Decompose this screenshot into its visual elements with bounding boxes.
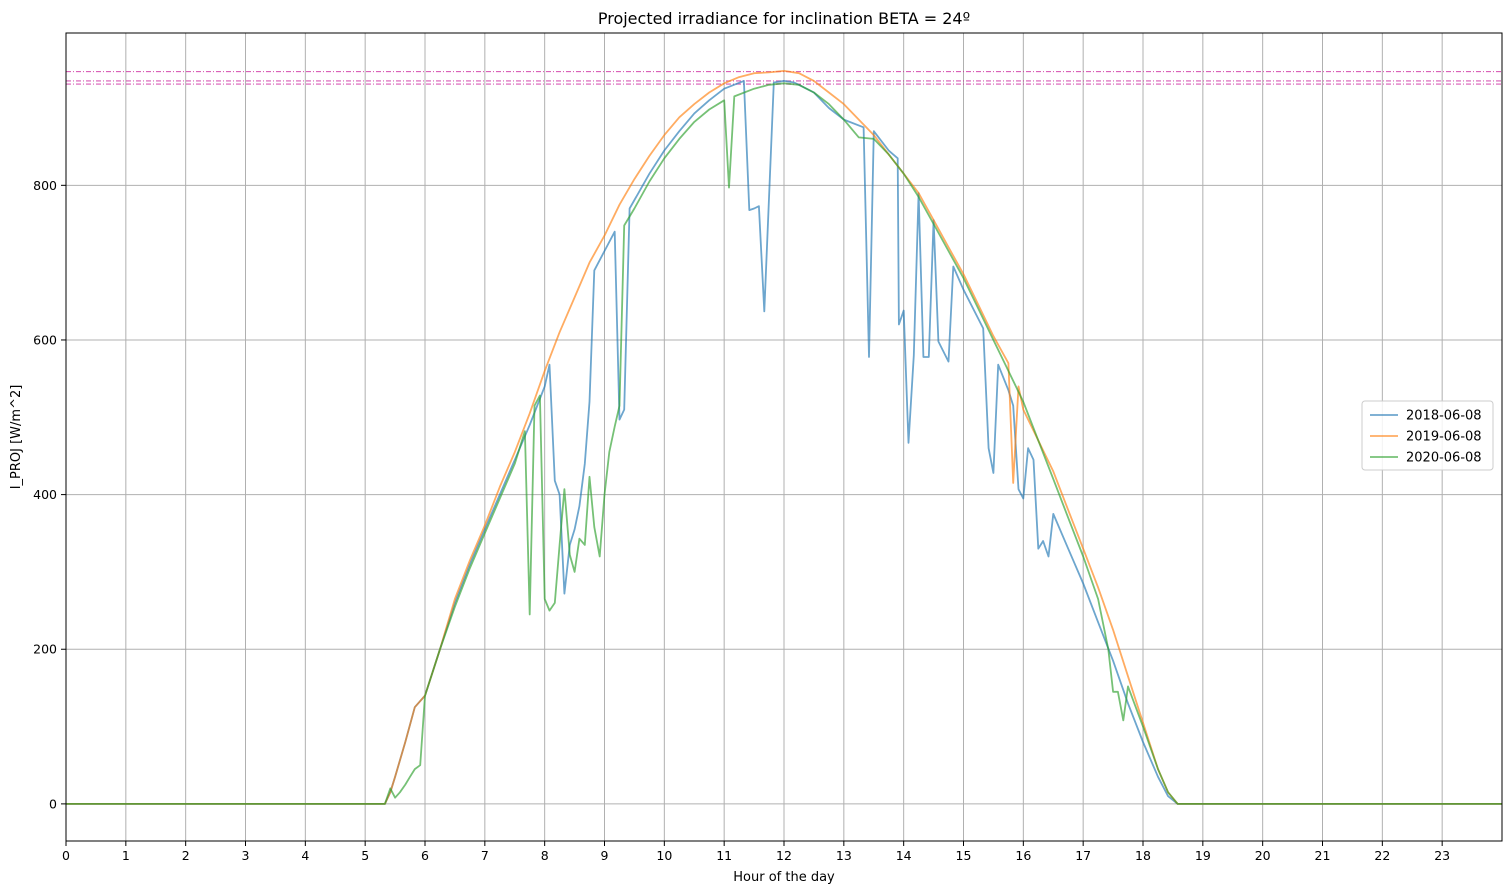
x-tick-label: 2 [182, 848, 190, 863]
x-tick-label: 19 [1195, 848, 1211, 863]
legend: 2018-06-08 2019-06-08 2020-06-08 [1361, 400, 1494, 471]
x-tick-label: 15 [956, 848, 972, 863]
legend-label: 2020-06-08 [1406, 451, 1482, 466]
x-tick-label: 11 [716, 848, 732, 863]
x-tick-label: 18 [1135, 848, 1151, 863]
series-line-2020-06-08 [66, 82, 1502, 805]
chart-title: Projected irradiance for inclination BET… [598, 9, 970, 28]
x-tick-label: 0 [62, 848, 70, 863]
x-tick-label: 9 [601, 848, 609, 863]
grid-lines [65, 33, 1502, 841]
y-axis-ticks: 0 200 400 600 800 [33, 178, 66, 811]
legend-label: 2018-06-08 [1406, 409, 1482, 424]
x-tick-label: 16 [1015, 848, 1031, 863]
x-tick-label: 10 [656, 848, 672, 863]
series-lines [66, 70, 1502, 805]
x-tick-label: 1 [122, 848, 130, 863]
x-tick-label: 7 [481, 848, 489, 863]
y-tick-label: 0 [49, 796, 57, 811]
x-tick-label: 12 [776, 848, 792, 863]
y-tick-label: 400 [33, 487, 57, 502]
y-axis-label: I_PROJ [W/m^2] [9, 385, 24, 490]
y-tick-label: 200 [33, 642, 57, 657]
x-tick-label: 13 [836, 848, 852, 863]
x-tick-label: 17 [1075, 848, 1091, 863]
x-tick-label: 3 [242, 848, 250, 863]
x-tick-label: 21 [1315, 848, 1331, 863]
x-tick-label: 8 [541, 848, 549, 863]
y-tick-label: 600 [33, 332, 57, 347]
x-tick-label: 23 [1434, 848, 1450, 863]
x-tick-label: 4 [301, 848, 309, 863]
series-line-2019-06-08 [66, 70, 1502, 805]
x-axis-ticks: 0 1 2 3 4 5 6 7 8 9 10 11 12 13 14 15 16 17 18 19 20 21 22 23 [62, 841, 1450, 863]
x-tick-label: 6 [421, 848, 429, 863]
legend-label: 2019-06-08 [1406, 430, 1482, 445]
x-tick-label: 20 [1255, 848, 1271, 863]
legend-box [1361, 400, 1494, 471]
x-axis-label: Hour of the day [733, 870, 835, 885]
y-tick-label: 800 [33, 178, 57, 193]
x-tick-label: 22 [1374, 848, 1390, 863]
x-tick-label: 5 [361, 848, 369, 863]
x-tick-label: 14 [896, 848, 912, 863]
